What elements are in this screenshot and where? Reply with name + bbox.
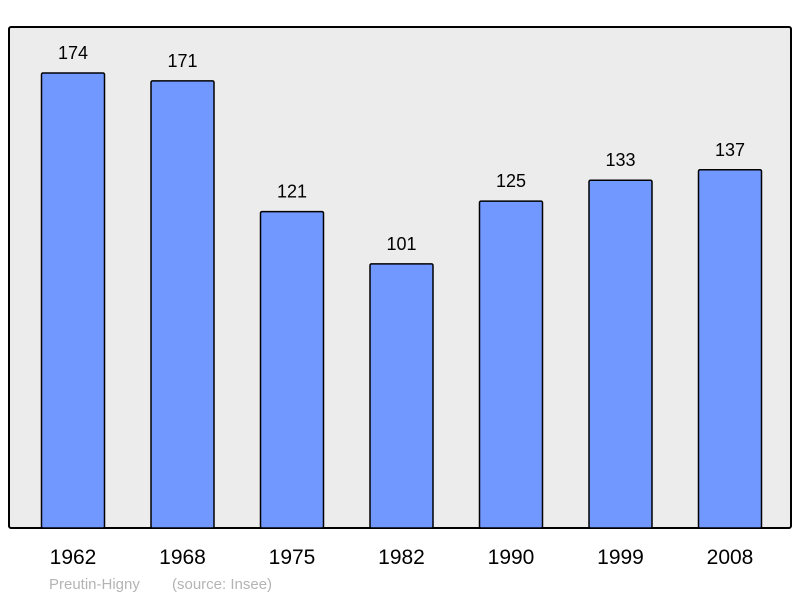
bar-1975 <box>259 210 325 529</box>
x-tick-label-1962: 1962 <box>50 546 97 569</box>
data-label-1999: 133 <box>605 150 635 170</box>
bar-1968 <box>150 80 215 529</box>
data-label-1962: 174 <box>58 43 88 63</box>
data-label-1975: 121 <box>277 182 307 202</box>
data-label-2008: 137 <box>715 140 745 160</box>
x-tick-label-1975: 1975 <box>269 546 316 569</box>
bar-1982 <box>369 263 434 529</box>
data-label-1968: 171 <box>167 51 197 71</box>
data-label-1982: 101 <box>386 234 416 254</box>
bar-1990 <box>478 200 544 529</box>
data-label-1990: 125 <box>496 171 526 191</box>
bar-1999 <box>588 179 653 529</box>
caption-source: (source: Insee) <box>172 576 272 593</box>
caption-place: Preutin-Higny <box>49 576 140 593</box>
bar-2008 <box>697 169 763 529</box>
x-tick-label-1982: 1982 <box>378 546 425 569</box>
x-tick-label-1999: 1999 <box>597 546 644 569</box>
bar-1962 <box>40 72 106 529</box>
x-tick-label-1990: 1990 <box>488 546 535 569</box>
x-tick-label-2008: 2008 <box>707 546 754 569</box>
x-tick-label-1968: 1968 <box>159 546 206 569</box>
